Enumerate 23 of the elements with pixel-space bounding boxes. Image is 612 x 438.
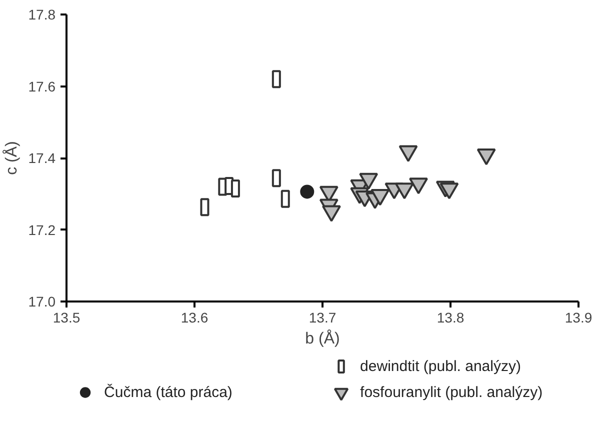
x-tick-label: 13.7 [308,310,336,326]
legend-label: Čučma (táto práca) [104,383,232,401]
point [394,182,414,200]
x-tick-label: 13.9 [564,310,592,326]
point [359,172,378,190]
y-tick-label: 17.6 [28,78,56,94]
point [370,189,390,206]
x-axis-title: b (Å) [305,330,340,348]
legend-label: dewindtit (publ. analýzy) [360,358,521,375]
x-tick-label: 13.6 [180,310,208,326]
y-axis-title: c (Å) [2,141,20,175]
point [322,205,341,222]
legend-label: fosfouranylit (publ. analýzy) [360,384,543,401]
y-tick-label: 17.4 [28,150,56,166]
point [398,145,418,162]
y-tick-label: 17.0 [28,294,56,310]
y-tick-label: 17.2 [28,222,56,238]
x-tick-label: 13.8 [436,310,464,326]
y-tick-label: 17.8 [28,6,56,22]
point [409,178,428,194]
point [476,148,496,166]
x-tick-label: 13.5 [52,310,80,326]
point [440,182,459,200]
